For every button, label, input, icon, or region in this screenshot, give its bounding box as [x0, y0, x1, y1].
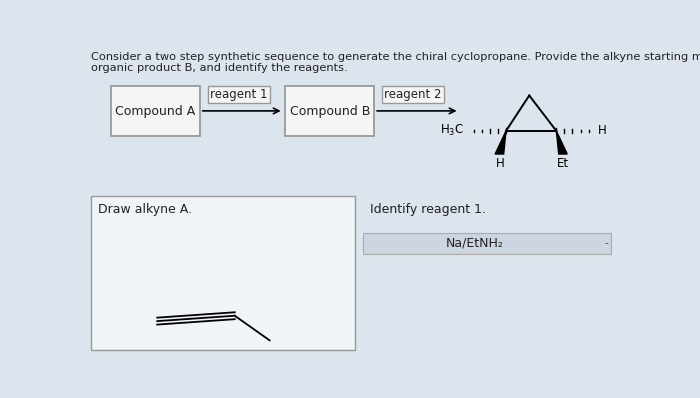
FancyBboxPatch shape: [382, 86, 444, 103]
FancyBboxPatch shape: [208, 86, 270, 103]
Text: H: H: [496, 157, 504, 170]
FancyBboxPatch shape: [285, 86, 374, 136]
Text: Compound B: Compound B: [290, 105, 370, 118]
Text: Draw alkyne A.: Draw alkyne A.: [97, 203, 192, 216]
Text: -: -: [604, 238, 608, 248]
FancyBboxPatch shape: [92, 196, 355, 350]
Text: Consider a two step synthetic sequence to generate the chiral cyclopropane. Prov: Consider a two step synthetic sequence t…: [90, 53, 700, 62]
FancyBboxPatch shape: [363, 232, 610, 254]
Text: Compound A: Compound A: [116, 105, 195, 118]
Text: H: H: [598, 125, 607, 137]
FancyBboxPatch shape: [111, 86, 200, 136]
Text: Na/EtNH₂: Na/EtNH₂: [446, 237, 504, 250]
Text: reagent 2: reagent 2: [384, 88, 442, 101]
Text: organic product B, and identify the reagents.: organic product B, and identify the reag…: [90, 63, 347, 73]
Text: Et: Et: [557, 157, 569, 170]
Polygon shape: [495, 131, 506, 154]
Polygon shape: [556, 131, 567, 154]
Text: reagent 1: reagent 1: [210, 88, 267, 101]
Text: Identify reagent 1.: Identify reagent 1.: [370, 203, 486, 216]
Text: $\mathrm{H_3C}$: $\mathrm{H_3C}$: [440, 123, 464, 139]
